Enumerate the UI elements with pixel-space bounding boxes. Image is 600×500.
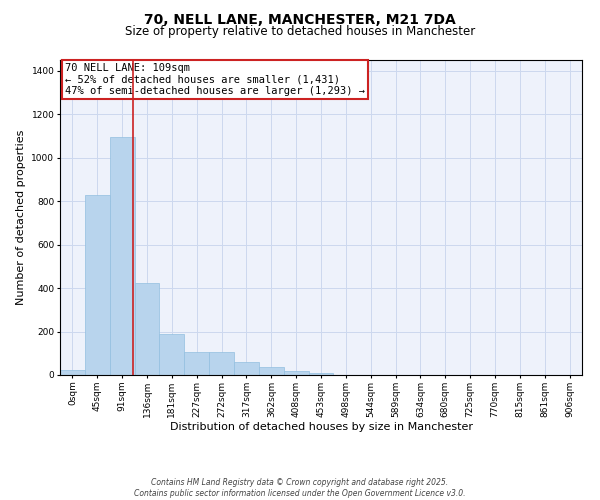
Y-axis label: Number of detached properties: Number of detached properties <box>16 130 26 305</box>
Bar <box>209 352 234 375</box>
Bar <box>308 374 334 375</box>
Bar <box>184 352 209 375</box>
Bar <box>259 366 284 375</box>
Bar <box>284 370 308 375</box>
Bar <box>234 362 259 375</box>
Bar <box>110 137 134 375</box>
Text: 70 NELL LANE: 109sqm
← 52% of detached houses are smaller (1,431)
47% of semi-de: 70 NELL LANE: 109sqm ← 52% of detached h… <box>65 63 365 96</box>
Bar <box>134 282 160 375</box>
Bar <box>60 370 85 375</box>
Bar <box>160 334 184 375</box>
Text: Contains HM Land Registry data © Crown copyright and database right 2025.
Contai: Contains HM Land Registry data © Crown c… <box>134 478 466 498</box>
Bar <box>85 194 110 375</box>
Text: Size of property relative to detached houses in Manchester: Size of property relative to detached ho… <box>125 25 475 38</box>
X-axis label: Distribution of detached houses by size in Manchester: Distribution of detached houses by size … <box>170 422 473 432</box>
Text: 70, NELL LANE, MANCHESTER, M21 7DA: 70, NELL LANE, MANCHESTER, M21 7DA <box>144 12 456 26</box>
